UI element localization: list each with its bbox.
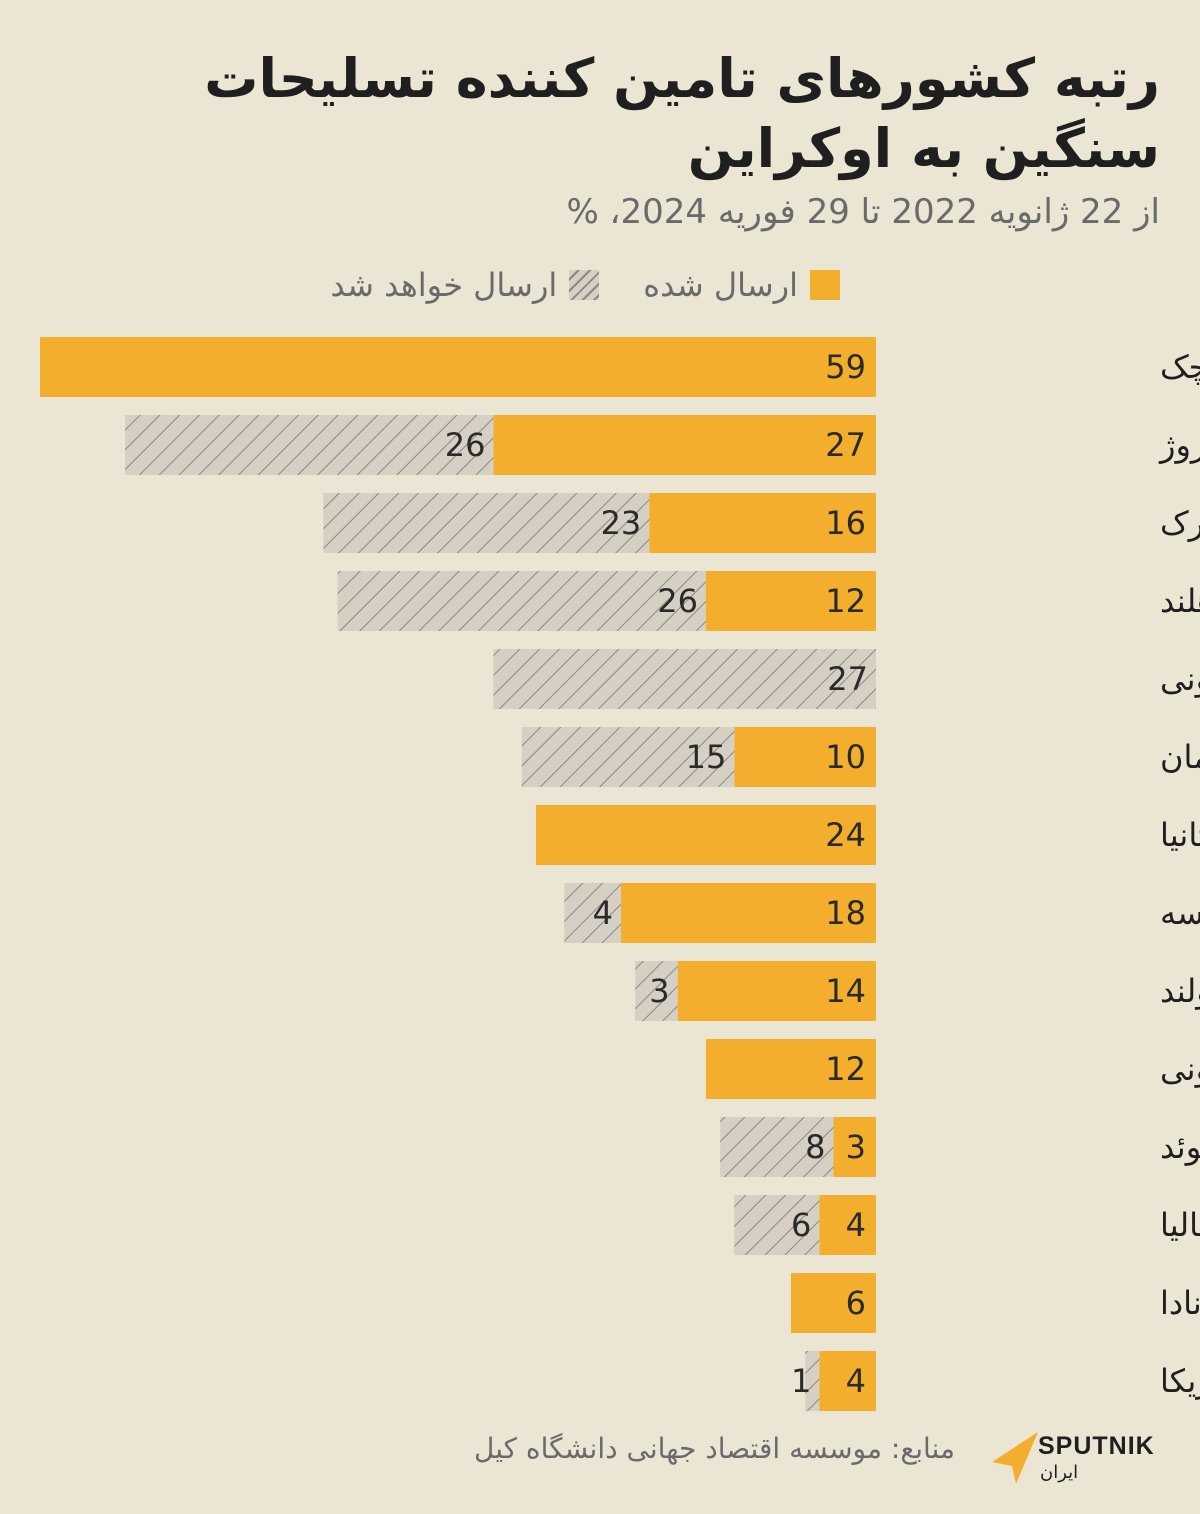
value-label-pending: 1 — [791, 1362, 811, 1400]
legend-label-delivered: ارسال شده — [643, 266, 798, 304]
bar-pending — [720, 1117, 834, 1177]
value-label-delivered: 10 — [825, 738, 866, 776]
legend-swatch-pending — [569, 270, 600, 300]
bar-delivered — [833, 1117, 876, 1177]
category-label: آلمان — [1160, 737, 1200, 776]
value-label-pending: 3 — [649, 972, 669, 1010]
value-label-pending: 23 — [601, 504, 642, 542]
category-label: چک — [1160, 348, 1200, 386]
bar-pending — [734, 1195, 820, 1255]
bar-pending — [564, 883, 621, 943]
value-label-pending: 4 — [593, 894, 613, 932]
chart-subtitle: از 22 ژانویه 2022 تا 29 فوریه 2024، % — [566, 192, 1160, 232]
legend-item-pending: ارسال خواهد شد — [330, 266, 600, 304]
legend: ارسال شده ارسال خواهد شد — [286, 266, 840, 304]
bar-delivered — [535, 805, 876, 865]
sputnik-logo: SPUTNIK ایران — [990, 1428, 1170, 1488]
legend-item-delivered: ارسال شده — [643, 266, 840, 304]
bar-pending — [323, 493, 650, 553]
bar-delivered — [734, 727, 876, 787]
value-label-delivered: 59 — [825, 348, 866, 386]
category-label: بریتانیا — [1160, 816, 1200, 854]
category-label: اسلوونی — [1160, 1050, 1200, 1088]
bar-pending — [493, 649, 876, 709]
bar-pending — [125, 415, 494, 475]
bar-delivered — [705, 571, 876, 631]
category-label: کانادا — [1160, 1284, 1200, 1322]
category-label: ایتالیا — [1160, 1206, 1200, 1244]
category-label: نروژ — [1158, 426, 1200, 464]
bar-pending — [635, 961, 678, 1021]
bar-delivered — [620, 883, 876, 943]
value-label-pending: 15 — [686, 738, 727, 776]
logo-wordmark: SPUTNIK — [1038, 1432, 1155, 1460]
bar-delivered — [705, 1039, 876, 1099]
sputnik-arrow-icon — [992, 1432, 1038, 1484]
value-label-delivered: 3 — [846, 1128, 866, 1166]
source-note: منابع: موسسه اقتصاد جهانی دانشگاه کیل — [474, 1432, 955, 1465]
value-label-delivered: 12 — [825, 1050, 866, 1088]
bar-delivered — [493, 415, 876, 475]
value-label-delivered: 24 — [825, 816, 866, 854]
value-label-delivered: 6 — [846, 1284, 866, 1322]
legend-swatch-delivered — [810, 270, 840, 300]
chart-title: رتبه کشورهای تامین کننده تسلیحات سنگین ب… — [204, 47, 1161, 180]
category-label: آمریکا — [1160, 1361, 1200, 1400]
value-label-delivered: 14 — [825, 972, 866, 1010]
value-label-pending: 26 — [445, 426, 486, 464]
category-label: دانمارک — [1160, 504, 1200, 542]
category-label: پولند — [1160, 972, 1200, 1010]
bar-delivered — [40, 337, 876, 397]
legend-label-pending: ارسال خواهد شد — [330, 266, 558, 304]
value-label-delivered: 4 — [846, 1206, 866, 1244]
bar-delivered — [819, 1351, 876, 1411]
category-label: هلند — [1160, 582, 1200, 620]
bar-pending — [805, 1351, 820, 1411]
category-label: سوئد — [1160, 1128, 1200, 1166]
value-label-pending: 6 — [791, 1206, 811, 1244]
value-label-delivered: 4 — [846, 1362, 866, 1400]
category-label: فرانسه — [1160, 894, 1200, 932]
value-label-delivered: 12 — [825, 582, 866, 620]
value-label-pending: 27 — [827, 660, 868, 698]
bar-pending — [337, 571, 706, 631]
value-label-delivered: 27 — [825, 426, 866, 464]
value-label-delivered: 16 — [825, 504, 866, 542]
bar-delivered — [790, 1273, 876, 1333]
bar-delivered — [819, 1195, 876, 1255]
logo-subtitle: ایران — [1040, 1462, 1079, 1483]
bar-delivered — [649, 493, 876, 553]
bar-delivered — [677, 961, 876, 1021]
value-label-pending: 8 — [805, 1128, 825, 1166]
value-label-pending: 26 — [657, 582, 698, 620]
bar-pending — [521, 727, 735, 787]
category-label: استونی — [1160, 660, 1200, 698]
value-label-delivered: 18 — [825, 894, 866, 932]
